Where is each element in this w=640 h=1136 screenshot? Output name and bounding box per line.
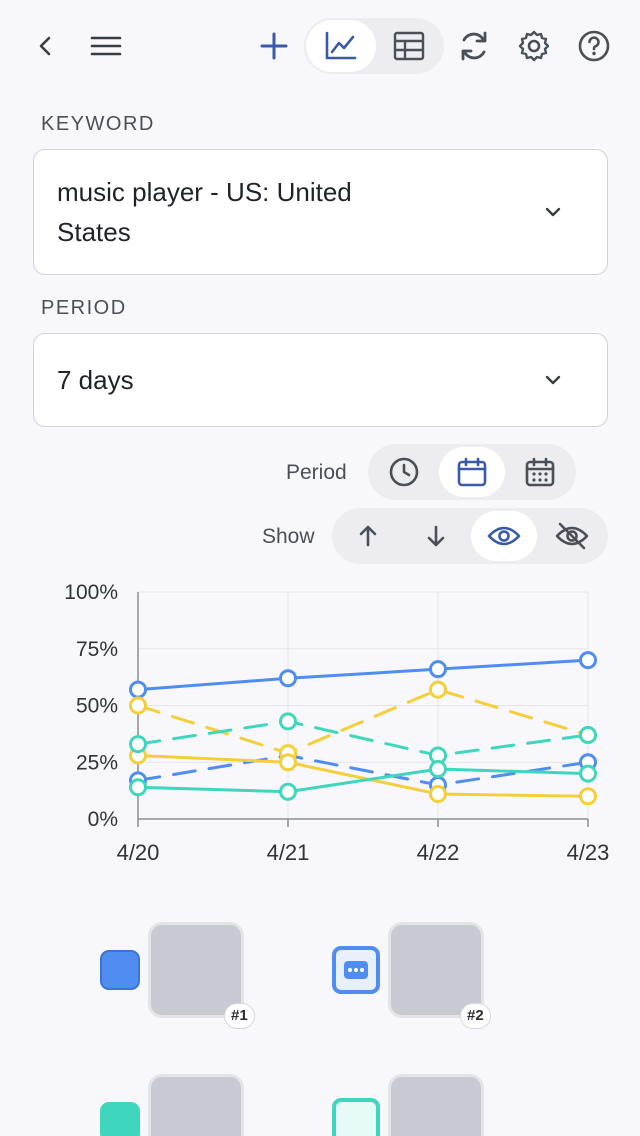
show-visible-button[interactable] bbox=[470, 508, 538, 564]
period-day-button[interactable] bbox=[438, 444, 506, 500]
eye-off-icon bbox=[555, 522, 589, 550]
show-hidden-button[interactable] bbox=[538, 508, 606, 564]
series-color-swatch bbox=[332, 1098, 380, 1136]
back-button[interactable] bbox=[20, 20, 72, 72]
refresh-icon bbox=[461, 31, 487, 61]
eye-icon bbox=[487, 526, 521, 546]
add-icon bbox=[260, 32, 288, 60]
x-tick-label: 4/22 bbox=[417, 840, 460, 865]
data-point bbox=[129, 778, 147, 797]
period-label: PERIOD bbox=[41, 297, 127, 319]
y-tick-label: 100% bbox=[64, 581, 118, 604]
menu-icon bbox=[90, 36, 122, 56]
series-line bbox=[136, 753, 590, 798]
period-toggle bbox=[368, 444, 576, 500]
series-line bbox=[136, 767, 590, 794]
app-icon-thumbnail bbox=[148, 922, 244, 1018]
y-tick-label: 0% bbox=[88, 808, 118, 831]
app-icon-thumbnail bbox=[148, 1074, 244, 1136]
data-point bbox=[429, 660, 447, 679]
table-icon bbox=[393, 31, 425, 61]
refresh-button[interactable] bbox=[448, 20, 500, 72]
show-toggle bbox=[332, 508, 608, 564]
data-point bbox=[579, 726, 597, 745]
period-value: 7 days bbox=[57, 365, 134, 395]
show-bottom-button[interactable] bbox=[402, 508, 470, 564]
data-point bbox=[279, 712, 297, 731]
table-view-button[interactable] bbox=[374, 18, 444, 74]
period-toggle-label: Period bbox=[286, 461, 347, 484]
toolbar bbox=[0, 0, 640, 92]
keyword-select[interactable]: music player - US: United States bbox=[33, 149, 608, 275]
y-tick-label: 75% bbox=[76, 638, 118, 661]
data-point bbox=[429, 680, 447, 699]
data-point bbox=[279, 753, 297, 772]
data-point bbox=[579, 764, 597, 783]
add-button[interactable] bbox=[248, 20, 300, 72]
more-dots-icon bbox=[344, 961, 368, 979]
view-toggle bbox=[304, 18, 444, 74]
help-button[interactable] bbox=[568, 20, 620, 72]
series-line bbox=[136, 753, 590, 787]
line-chart-icon bbox=[325, 31, 357, 60]
back-icon bbox=[39, 36, 51, 56]
keyword-label: KEYWORD bbox=[41, 113, 155, 135]
menu-button[interactable] bbox=[80, 20, 132, 72]
data-point bbox=[129, 680, 147, 699]
clock-icon bbox=[389, 457, 419, 487]
rank-badge: #2 bbox=[460, 1003, 491, 1029]
help-icon bbox=[578, 30, 610, 62]
data-point bbox=[429, 785, 447, 804]
data-point bbox=[279, 669, 297, 688]
series-color-swatch bbox=[332, 946, 380, 994]
data-point bbox=[129, 735, 147, 754]
series-line bbox=[136, 658, 590, 692]
app-icon-thumbnail bbox=[388, 1074, 484, 1136]
settings-button[interactable] bbox=[508, 20, 560, 72]
data-point bbox=[279, 782, 297, 801]
y-tick-label: 25% bbox=[76, 751, 118, 774]
keyword-value-line2: States bbox=[57, 217, 131, 247]
show-top-button[interactable] bbox=[334, 508, 402, 564]
chevron-down-icon bbox=[545, 207, 561, 217]
ranking-chart: 100% 75% 50% 25% 0% 4/20 4/21 4/22 4/23 bbox=[64, 581, 610, 865]
app-icon-thumbnail bbox=[388, 922, 484, 1018]
y-tick-label: 50% bbox=[76, 695, 118, 718]
data-point bbox=[579, 787, 597, 806]
arrow-up-icon bbox=[359, 525, 377, 547]
data-point bbox=[429, 760, 447, 779]
x-tick-label: 4/20 bbox=[117, 840, 160, 865]
series-color-swatch bbox=[100, 950, 140, 990]
data-point bbox=[129, 696, 147, 715]
x-tick-label: 4/23 bbox=[567, 840, 610, 865]
rank-badge: #1 bbox=[224, 1003, 255, 1029]
show-toggle-label: Show bbox=[262, 525, 315, 548]
chevron-down-icon bbox=[545, 375, 561, 385]
period-month-button[interactable] bbox=[506, 444, 574, 500]
arrow-down-icon bbox=[427, 525, 445, 547]
period-select[interactable]: 7 days bbox=[33, 333, 608, 427]
data-point bbox=[579, 651, 597, 670]
keyword-value-line1: music player - US: United bbox=[57, 177, 352, 207]
series-line bbox=[136, 719, 590, 757]
settings-icon bbox=[518, 30, 550, 62]
x-tick-label: 4/21 bbox=[267, 840, 310, 865]
series-color-swatch bbox=[100, 1102, 140, 1136]
period-time-button[interactable] bbox=[370, 444, 438, 500]
calendar-icon bbox=[457, 457, 487, 487]
series-line bbox=[136, 688, 590, 755]
chart-view-button[interactable] bbox=[306, 20, 376, 72]
calendar-grid-icon bbox=[525, 457, 555, 487]
